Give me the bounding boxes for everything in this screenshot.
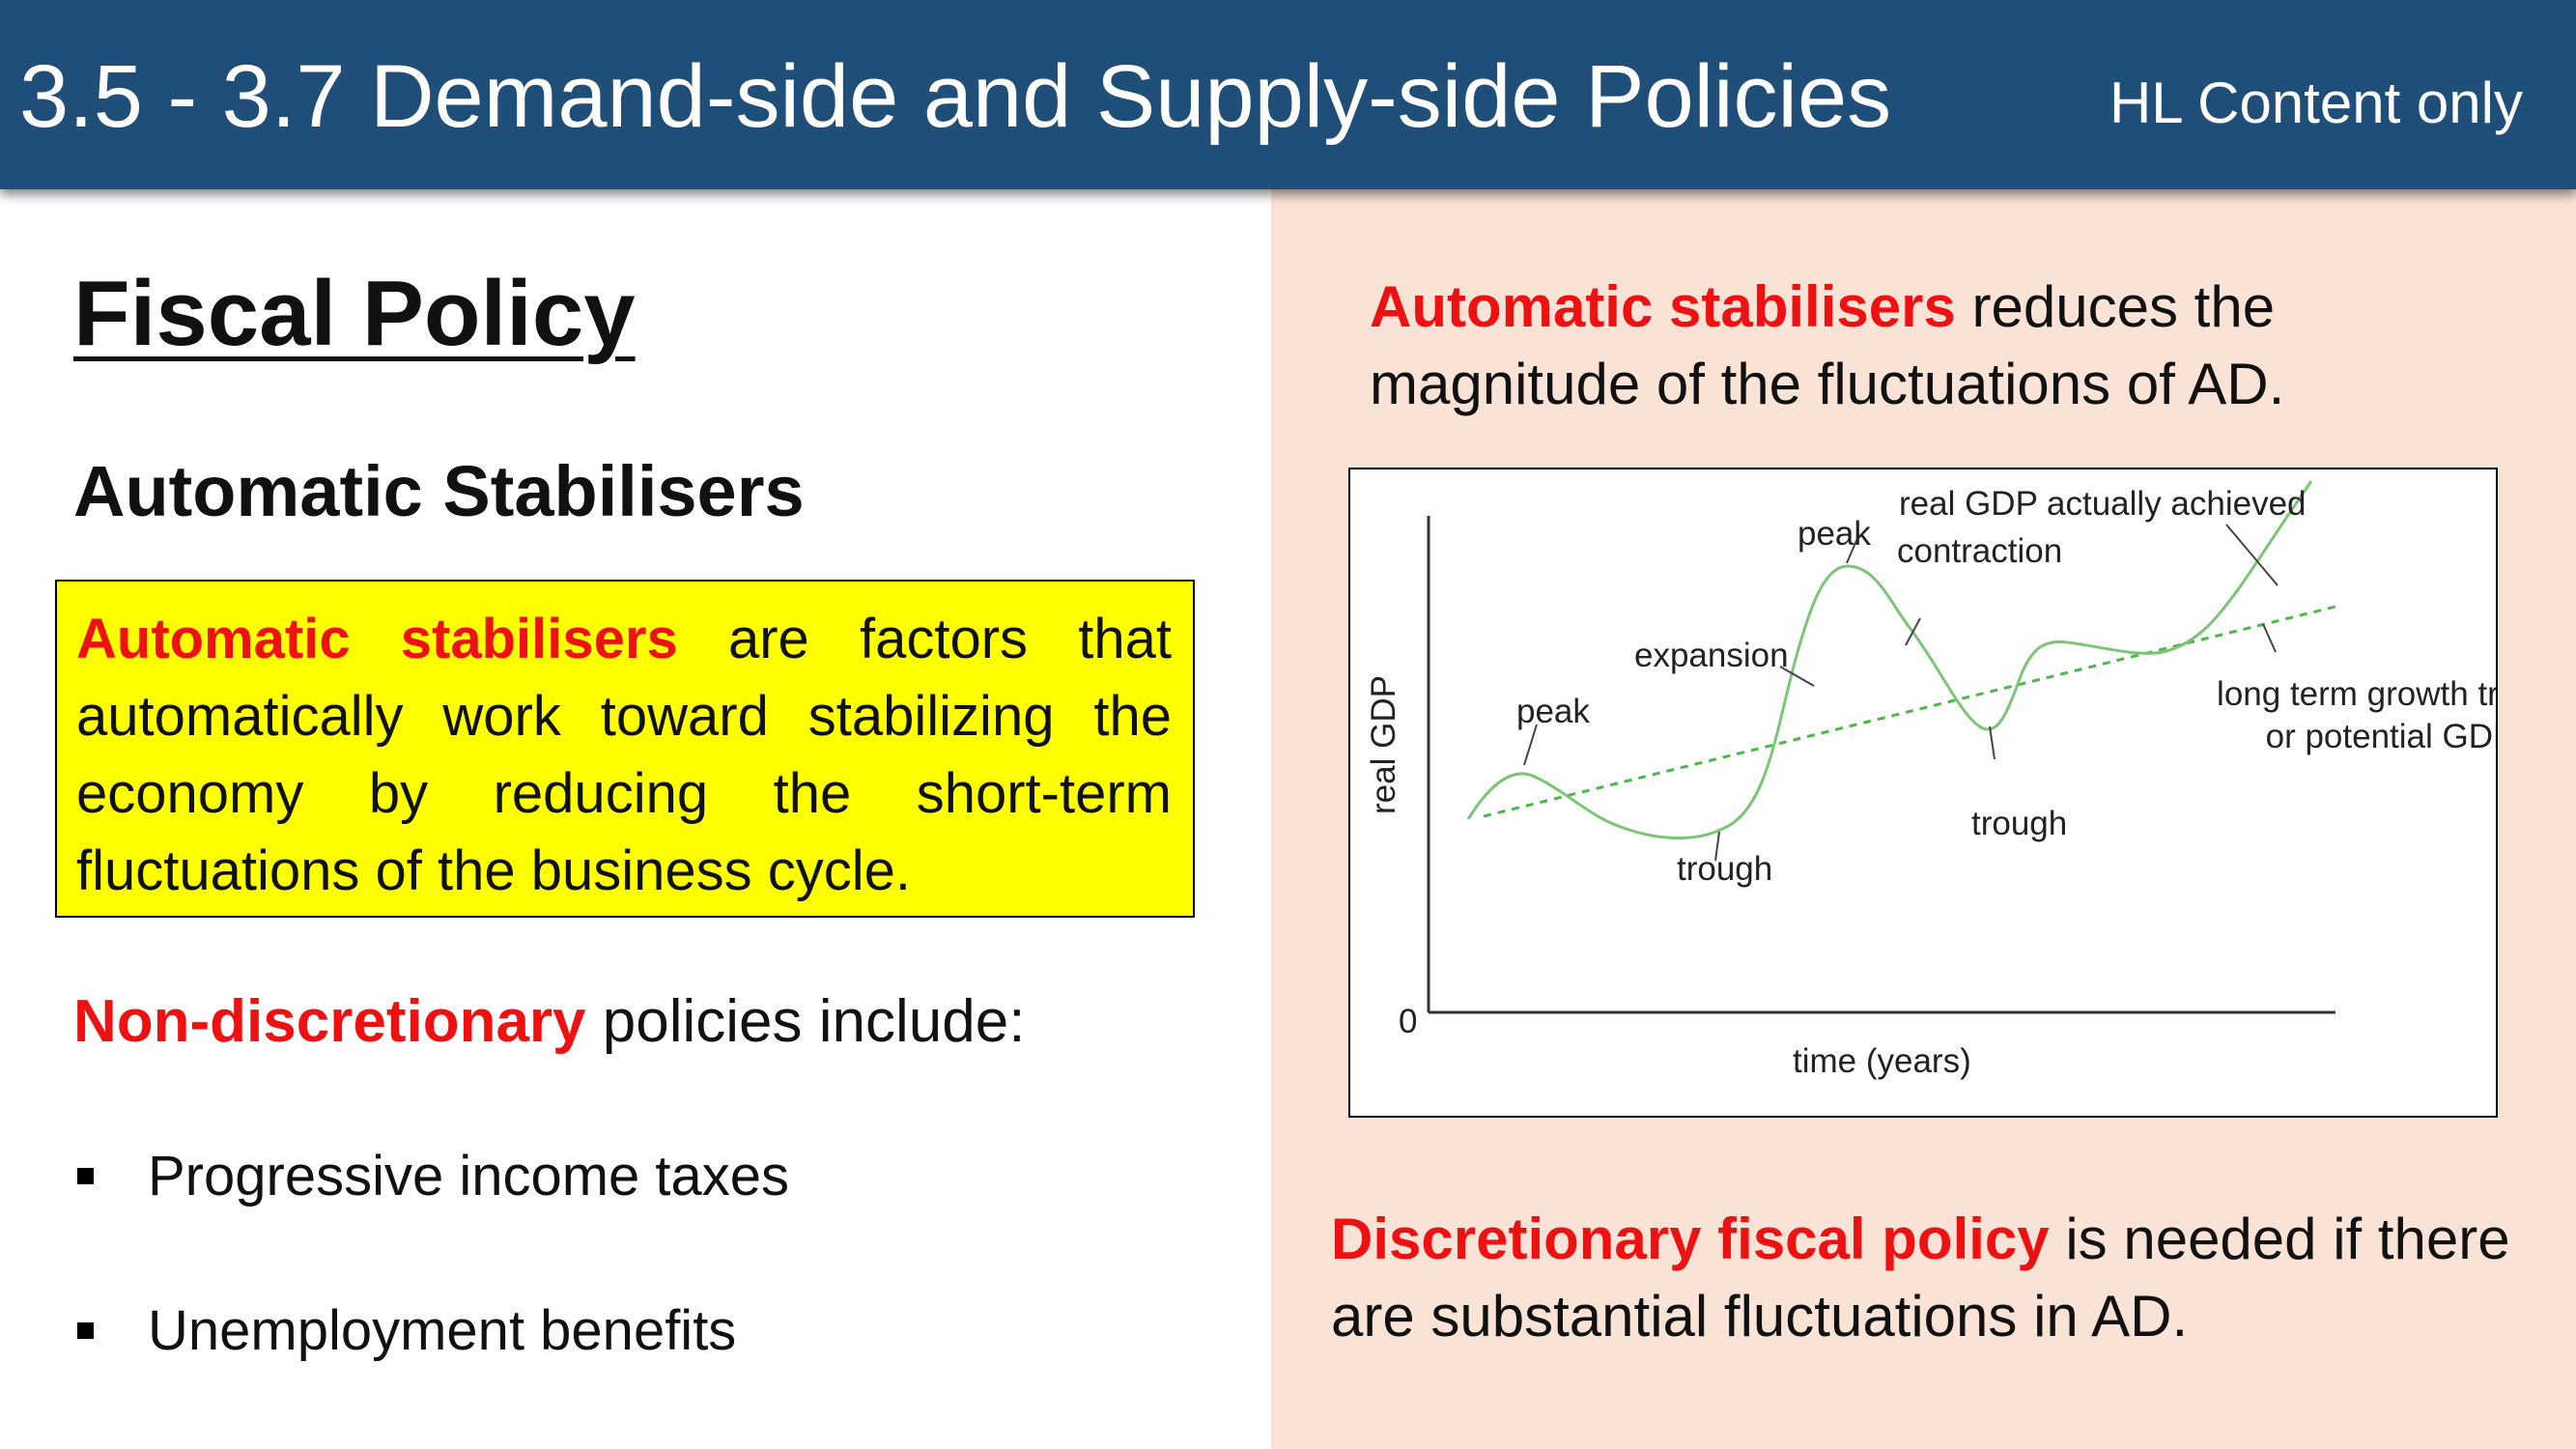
trend-line bbox=[1483, 605, 2336, 818]
trend-label-line1: long term growth trend, bbox=[2217, 675, 2496, 713]
fiscal-policy-heading: Fiscal Policy bbox=[73, 262, 636, 365]
definition-box: Automatic stabilisers are factors that a… bbox=[55, 580, 1195, 918]
expansion-label: expansion bbox=[1634, 637, 1789, 674]
bullet-text: Progressive income taxes bbox=[148, 1145, 790, 1208]
trough1-leader bbox=[1714, 831, 1720, 862]
bullet-text: Unemployment benefits bbox=[148, 1299, 737, 1362]
business-cycle-svg: peak trough expansion peak contraction t… bbox=[1365, 480, 2564, 1080]
square-bullet-icon bbox=[77, 1168, 94, 1184]
peak1-leader bbox=[1523, 724, 1538, 766]
expansion-leader bbox=[1779, 666, 1815, 687]
hl-content-note: HL Content only bbox=[2109, 71, 2523, 135]
automatic-stabilisers-note: Automatic stabilisers reduces the magnit… bbox=[1370, 269, 2529, 423]
non-discretionary-term: Non-discretionary bbox=[73, 988, 586, 1055]
definition-term: Automatic stabilisers bbox=[76, 608, 678, 670]
automatic-stabilisers-term: Automatic stabilisers bbox=[1370, 274, 1956, 339]
contraction-label: contraction bbox=[1897, 532, 2062, 570]
non-discretionary-text: policies include: bbox=[585, 988, 1026, 1055]
trough2-label: trough bbox=[1971, 805, 2067, 842]
trough2-leader bbox=[1989, 725, 1996, 760]
discretionary-term: Discretionary fiscal policy bbox=[1331, 1207, 2050, 1271]
slide-title: 3.5 - 3.7 Demand-side and Supply-side Po… bbox=[19, 47, 1892, 146]
contraction-leader bbox=[1905, 617, 1921, 646]
peak1-label: peak bbox=[1516, 693, 1590, 730]
actual-gdp-label: real GDP actually achieved bbox=[1899, 485, 2307, 523]
business-cycle-diagram: peak trough expansion peak contraction t… bbox=[1348, 468, 2564, 1118]
x-axis-label: time (years) bbox=[1793, 1042, 1971, 1080]
trend-label-line2: or potential GDP bbox=[2266, 718, 2496, 755]
trend-leader bbox=[2262, 623, 2277, 653]
definition-text: are factors that automatically work towa… bbox=[76, 608, 1172, 902]
discretionary-policy-note: Discretionary fiscal policy is needed if… bbox=[1331, 1201, 2548, 1355]
trough1-label: trough bbox=[1677, 850, 1772, 888]
slide-header: 3.5 - 3.7 Demand-side and Supply-side Po… bbox=[0, 0, 2576, 189]
automatic-stabilisers-heading: Automatic Stabilisers bbox=[73, 451, 805, 531]
peak2-leader bbox=[1846, 535, 1859, 564]
peak2-label: peak bbox=[1798, 515, 1871, 553]
square-bullet-icon bbox=[77, 1322, 94, 1339]
discretionary-text: is needed if there are substantial fluct… bbox=[1331, 1207, 2510, 1349]
actual-gdp-leader bbox=[2225, 524, 2279, 586]
y-axis-label: real GDP bbox=[1365, 675, 1402, 814]
actual-gdp-curve bbox=[1466, 480, 2313, 839]
automatic-stabilisers-text: reduces the magnitude of the fluctuation… bbox=[1370, 274, 2285, 416]
origin-label: 0 bbox=[1399, 1003, 1417, 1040]
non-discretionary-intro: Non-discretionary policies include: bbox=[73, 983, 1025, 1061]
